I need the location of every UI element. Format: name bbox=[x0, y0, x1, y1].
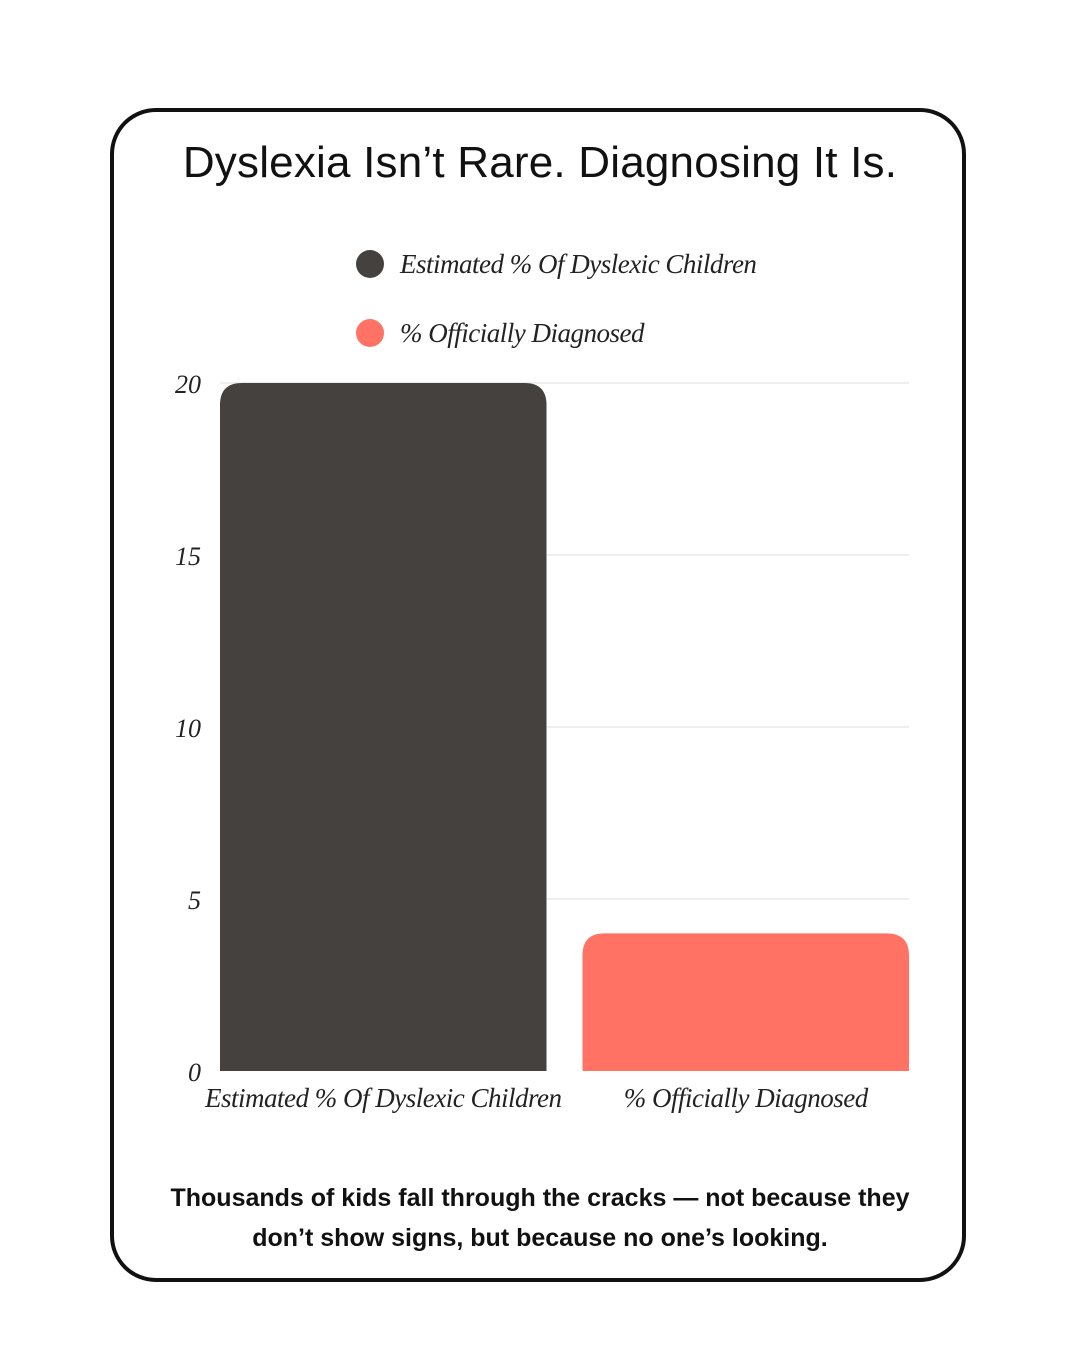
chart-title: Dyslexia Isn’t Rare. Diagnosing It Is. bbox=[182, 138, 898, 187]
y-tick-label: 0 bbox=[188, 1058, 201, 1087]
legend-item-estimated: Estimated % Of Dyslexic Children bbox=[356, 244, 757, 284]
bar-diagnosed bbox=[582, 933, 909, 1071]
x-category-label: Estimated % Of Dyslexic Children bbox=[204, 1083, 561, 1113]
legend-dot-estimated bbox=[356, 250, 384, 278]
y-tick-label: 5 bbox=[188, 886, 201, 915]
legend: Estimated % Of Dyslexic Children % Offic… bbox=[356, 244, 757, 382]
legend-dot-diagnosed bbox=[356, 319, 384, 347]
y-tick-label: 10 bbox=[175, 714, 201, 743]
legend-label-diagnosed: % Officially Diagnosed bbox=[400, 317, 644, 348]
y-tick-label: 20 bbox=[175, 370, 201, 399]
y-tick-label: 15 bbox=[175, 542, 201, 571]
legend-label-estimated: Estimated % Of Dyslexic Children bbox=[400, 248, 757, 279]
bar-estimated bbox=[220, 383, 547, 1071]
x-category-label: % Officially Diagnosed bbox=[624, 1083, 869, 1113]
legend-item-diagnosed: % Officially Diagnosed bbox=[356, 313, 756, 353]
footer-caption: Thousands of kids fall through the crack… bbox=[170, 1184, 910, 1252]
